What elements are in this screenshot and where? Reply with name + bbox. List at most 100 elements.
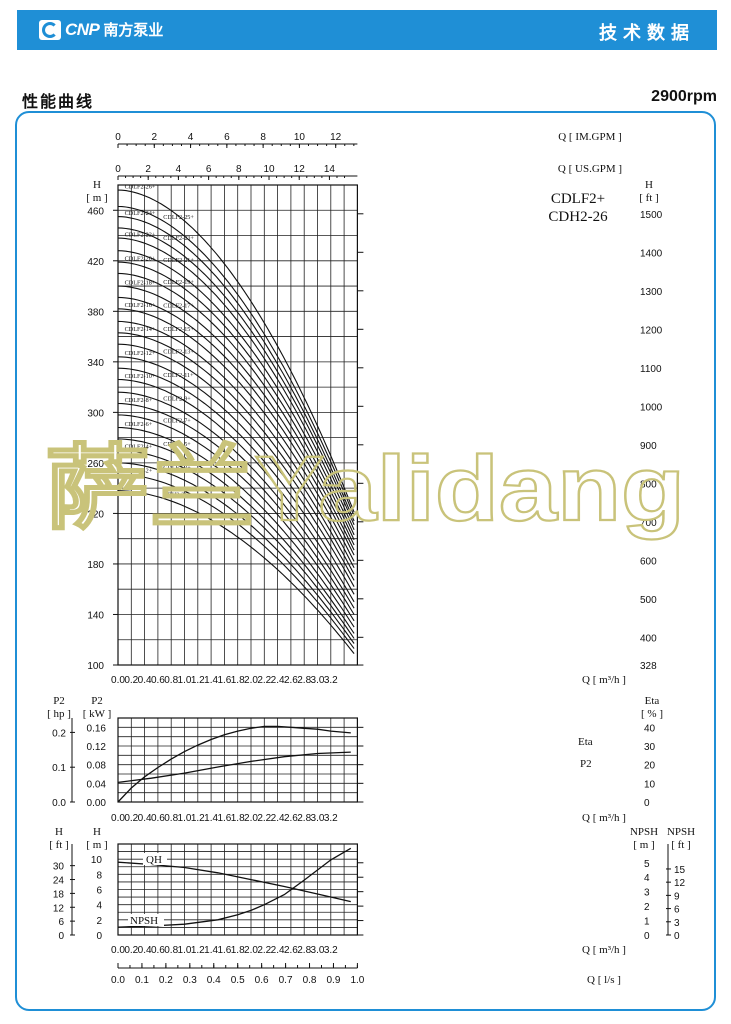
npsh-series-label: NPSH: [130, 915, 158, 927]
cnp-logo: CNP 南方泵业: [39, 19, 163, 40]
kw-axis-unit: [ kW ]: [83, 708, 112, 720]
curve-label: CDLF2-10+: [125, 373, 156, 380]
npsh-ft-axis-title: NPSH: [667, 826, 695, 838]
curve-label: CDLF2-2+: [125, 467, 153, 474]
head-curve: [117, 205, 355, 517]
curve-label: CDLF2-13+: [163, 348, 194, 355]
x-tick-label: 2.4: [271, 945, 285, 956]
head-curve: [117, 391, 355, 609]
h-ft-tick-label: 18: [53, 889, 65, 900]
x-tick-label: 1.4: [204, 675, 218, 686]
y-tick-label: 180: [87, 560, 104, 571]
curve-label: CDLF2-9+: [163, 395, 191, 402]
head-curve: [117, 272, 355, 546]
x-axis-title: Q [ m³/h ]: [582, 674, 626, 686]
h-m-tick-label: 4: [96, 901, 102, 912]
eta-axis-title: Eta: [645, 695, 660, 707]
qh-label-bg: [143, 853, 167, 865]
page-header-bar: CNP 南方泵业 技术数据: [17, 10, 717, 50]
y-tick-label: 380: [87, 307, 104, 318]
us-gpm-tick-label: 12: [294, 164, 306, 175]
speed-label: 2900rpm: [651, 88, 717, 105]
head-curve: [117, 320, 355, 568]
head-curve: [117, 356, 355, 587]
curve-label: CDLF2-8+: [125, 397, 153, 404]
npsh-m-tick-label: 0: [644, 931, 650, 942]
right-axis-title: H: [645, 179, 653, 191]
x-tick-label: 0.8: [164, 945, 178, 956]
npsh-curve: [117, 847, 352, 928]
power-chart: [70, 717, 364, 803]
y-tick-label: 340: [87, 358, 104, 369]
ls-tick-label: 0.6: [255, 975, 269, 986]
im-gpm-tick-label: 8: [260, 132, 266, 143]
us-gpm-tick-label: 6: [206, 164, 212, 175]
x-tick-label: 2.2: [257, 945, 271, 956]
x-tick-label: 1.4: [204, 813, 218, 824]
us-gpm-tick-label: 4: [176, 164, 182, 175]
x-tick-label: 1.6: [217, 675, 231, 686]
h-ft-axis-unit: [ ft ]: [49, 839, 69, 851]
curve-label: CDLF2-19+: [163, 279, 194, 286]
curve-label: CDLF2-22+: [125, 231, 156, 238]
x-tick-label: 2.4: [271, 813, 285, 824]
right-tick-label: 1500: [640, 210, 663, 221]
ls-tick-label: 0.5: [231, 975, 245, 986]
npsh-m-axis-unit: [ m ]: [633, 839, 654, 851]
im-gpm-tick-label: 0: [115, 132, 121, 143]
curve-label: CDLF2-12+: [125, 350, 156, 357]
npsh-label-bg: [128, 914, 164, 926]
x-tick-label: 0.8: [164, 813, 178, 824]
npsh-chart: [70, 843, 671, 969]
x-tick-label: 3.2: [324, 945, 338, 956]
head-curve: [117, 426, 355, 628]
x-tick-label: 2.4: [271, 675, 285, 686]
x-axis-title: Q [ m³/h ]: [582, 944, 626, 956]
x-tick-label: 0.0: [111, 813, 125, 824]
eta-tick-label: 30: [644, 742, 656, 753]
h-m-tick-label: 2: [96, 916, 102, 927]
eta-axis-unit: [ % ]: [641, 708, 663, 720]
section-title: 性能曲线: [22, 92, 95, 111]
h-m-tick-label: 0: [96, 931, 102, 942]
head-curve: [117, 216, 355, 522]
head-curve: [117, 490, 355, 654]
npsh-ft-tick-label: 12: [674, 878, 686, 889]
head-curve: [117, 237, 355, 531]
h-m-tick-label: 10: [91, 855, 103, 866]
right-tick-label: 800: [640, 479, 657, 490]
x-tick-label: 1.4: [204, 945, 218, 956]
x-tick-label: 1.0: [178, 945, 192, 956]
ls-axis-title: Q [ l/s ]: [587, 974, 621, 986]
x-tick-label: 2.0: [244, 945, 258, 956]
cnp-logo-icon: [39, 19, 61, 40]
curve-label: CDLF2-21+: [163, 257, 194, 264]
eta-tick-label: 0: [644, 798, 650, 809]
curve-label: CDLF2-11+: [163, 372, 194, 379]
kw-tick-label: 0.04: [87, 779, 107, 790]
right-tick-label: 500: [640, 595, 657, 606]
x-tick-label: 2.8: [297, 945, 311, 956]
curve-label: CDLF2-26+: [125, 183, 156, 190]
head-curve: [117, 462, 355, 644]
head-curve: [117, 296, 355, 556]
curve-label: CDLF2-7+: [163, 418, 191, 425]
x-tick-label: 0.6: [151, 945, 165, 956]
ls-tick-label: 0.3: [183, 975, 197, 986]
x-tick-label: 1.8: [231, 945, 245, 956]
ls-tick-label: 0.0: [111, 975, 125, 986]
npsh-plot-border: [117, 843, 358, 936]
npsh-ft-tick-label: 3: [674, 918, 680, 929]
ls-tick-label: 0.4: [207, 975, 221, 986]
x-tick-label: 3.0: [311, 675, 325, 686]
x-tick-label: 2.0: [244, 813, 258, 824]
right-tick-label: 400: [640, 633, 657, 644]
x-tick-label: 0.4: [138, 813, 152, 824]
curve-label: CDLF2-5+: [163, 441, 191, 448]
npsh-m-tick-label: 1: [644, 917, 650, 928]
curve-label: CDLF2-18+: [125, 279, 156, 286]
head-curve: [117, 308, 355, 562]
npsh-m-tick-label: 2: [644, 902, 650, 913]
ls-tick-label: 0.8: [303, 975, 317, 986]
